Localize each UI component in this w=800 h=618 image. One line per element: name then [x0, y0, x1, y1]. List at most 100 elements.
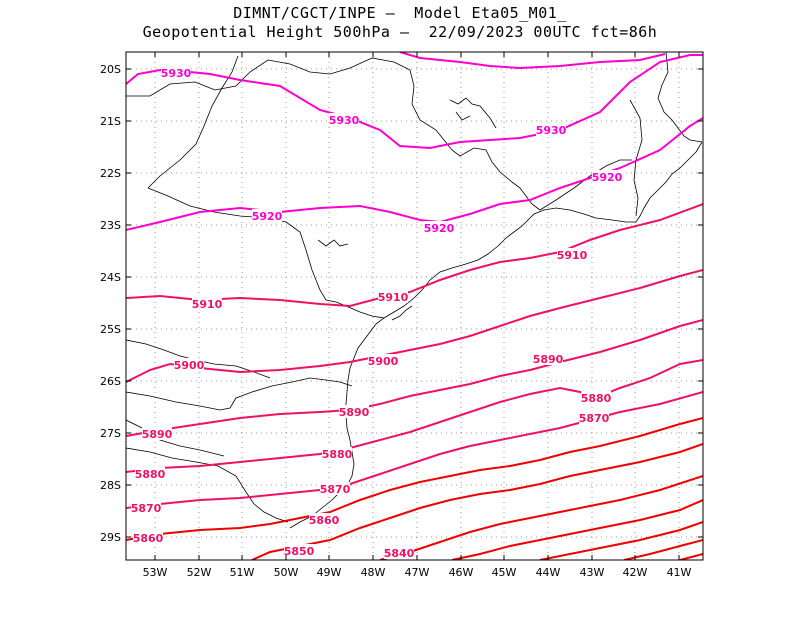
contour-label: 5900	[174, 359, 205, 372]
lat-label: 20S	[100, 63, 121, 76]
contour-label: 5900	[368, 355, 399, 368]
contour-label: 5920	[592, 171, 623, 184]
lat-label: 24S	[100, 271, 121, 284]
state-border-sp-pr	[147, 187, 385, 319]
contour-label-bg	[384, 546, 414, 559]
contour-label-bg	[424, 221, 454, 234]
contour-label: 5880	[581, 392, 612, 405]
lat-label: 27S	[100, 427, 121, 440]
lat-label: 25S	[100, 323, 121, 336]
contour-label: 5930	[161, 67, 192, 80]
contour-label-bg	[581, 391, 611, 404]
contour-label-bg	[284, 544, 314, 557]
contour-label-bg	[339, 405, 369, 418]
lon-label: 43W	[580, 566, 605, 579]
state-border-sc-rs	[126, 447, 289, 523]
contour-label: 5910	[557, 249, 588, 262]
contour-label: 5880	[322, 448, 353, 461]
contour-5830	[451, 499, 703, 560]
contour-5800	[679, 553, 703, 560]
lon-label: 42W	[623, 566, 648, 579]
contour-5910	[126, 203, 703, 308]
contour-label: 5930	[329, 114, 360, 127]
contour-label: 5930	[536, 124, 567, 137]
state-border-mg-sp	[126, 57, 541, 211]
contour-label: 5840	[384, 547, 415, 560]
contour-5930b	[399, 52, 666, 70]
contour-label-bg	[309, 513, 339, 526]
contour-label-bg	[135, 467, 165, 480]
contour-label: 5860	[309, 514, 340, 527]
contour-label-bg	[174, 358, 204, 371]
contour-label-bg	[133, 531, 163, 544]
contour-label-bg	[192, 297, 222, 310]
contour-5870	[126, 391, 703, 509]
lat-label: 23S	[100, 219, 121, 232]
lon-label: 51W	[230, 566, 255, 579]
contour-label: 5890	[533, 353, 564, 366]
contour-label: 5850	[284, 545, 315, 558]
contour-5930	[126, 54, 703, 150]
contour-label-bg	[579, 411, 609, 424]
lon-label: 44W	[536, 566, 561, 579]
lat-label: 22S	[100, 167, 121, 180]
lat-label: 29S	[100, 531, 121, 544]
contour-label-bg	[557, 248, 587, 261]
latitude-labels: 20S 21S 22S 23S 24S 25S 26S 27S 28S 29S	[100, 63, 121, 544]
lat-label: 21S	[100, 115, 121, 128]
lon-label: 49W	[317, 566, 342, 579]
lon-label: 41W	[667, 566, 692, 579]
state-border-pr-sc	[126, 377, 353, 411]
title-line-2: Geopotential Height 500hPa — 22/09/2023 …	[142, 23, 658, 41]
axis-ticks	[126, 52, 703, 560]
lat-label: 26S	[100, 375, 121, 388]
lat-label: 28S	[100, 479, 121, 492]
contour-label-bg	[536, 123, 566, 136]
contour-label: 5910	[378, 291, 409, 304]
contour-label: 5890	[142, 428, 173, 441]
boundaries	[126, 52, 703, 529]
lon-label: 45W	[492, 566, 517, 579]
contour-label-bg	[592, 170, 622, 183]
contour-label: 5870	[320, 483, 351, 496]
title-line-1: DIMNT/CGCT/INPE — Model Eta05_M01_	[233, 4, 567, 22]
contour-5900	[126, 269, 703, 383]
contour-label-bg	[142, 427, 172, 440]
contour-label-bg	[368, 354, 398, 367]
lon-label: 47W	[405, 566, 430, 579]
contour-5840	[379, 475, 703, 560]
contour-label: 5910	[192, 298, 223, 311]
lon-label: 48W	[361, 566, 386, 579]
longitude-labels: 53W 52W 51W 50W 49W 48W 47W 46W 45W 44W 43W 42W 41W	[143, 566, 692, 579]
coast-islands	[317, 97, 497, 321]
contour-label: 5860	[133, 532, 164, 545]
lon-label: 50W	[274, 566, 299, 579]
contour-label-bg	[322, 447, 352, 460]
contour-label-bg	[329, 113, 359, 126]
contour-5810	[623, 539, 703, 560]
contour-label-bg	[131, 501, 161, 514]
contour-5890	[126, 319, 703, 437]
contour-labels: 5930 5930 5930 5920 5920 5920 5910 5910 5910 5900…	[131, 66, 623, 560]
map-frame	[125, 51, 704, 561]
lon-label: 52W	[187, 566, 212, 579]
contour-label: 5890	[339, 406, 370, 419]
lon-label: 53W	[143, 566, 168, 579]
contour-5850	[251, 443, 703, 560]
contour-label-bg	[533, 352, 563, 365]
contour-label-bg	[320, 482, 350, 495]
state-border-rj	[539, 159, 632, 211]
contour-5820	[539, 521, 703, 560]
contour-5860	[126, 417, 703, 541]
contour-label-bg	[378, 290, 408, 303]
contour-label: 5920	[252, 210, 283, 223]
contour-label: 5870	[579, 412, 610, 425]
contour-label: 5920	[424, 222, 455, 235]
contour-label: 5880	[135, 468, 166, 481]
contour-label: 5870	[131, 502, 162, 515]
contour-5880	[126, 359, 703, 473]
contour-label-bg	[161, 66, 191, 79]
contour-label-bg	[252, 209, 282, 222]
lon-label: 46W	[449, 566, 474, 579]
